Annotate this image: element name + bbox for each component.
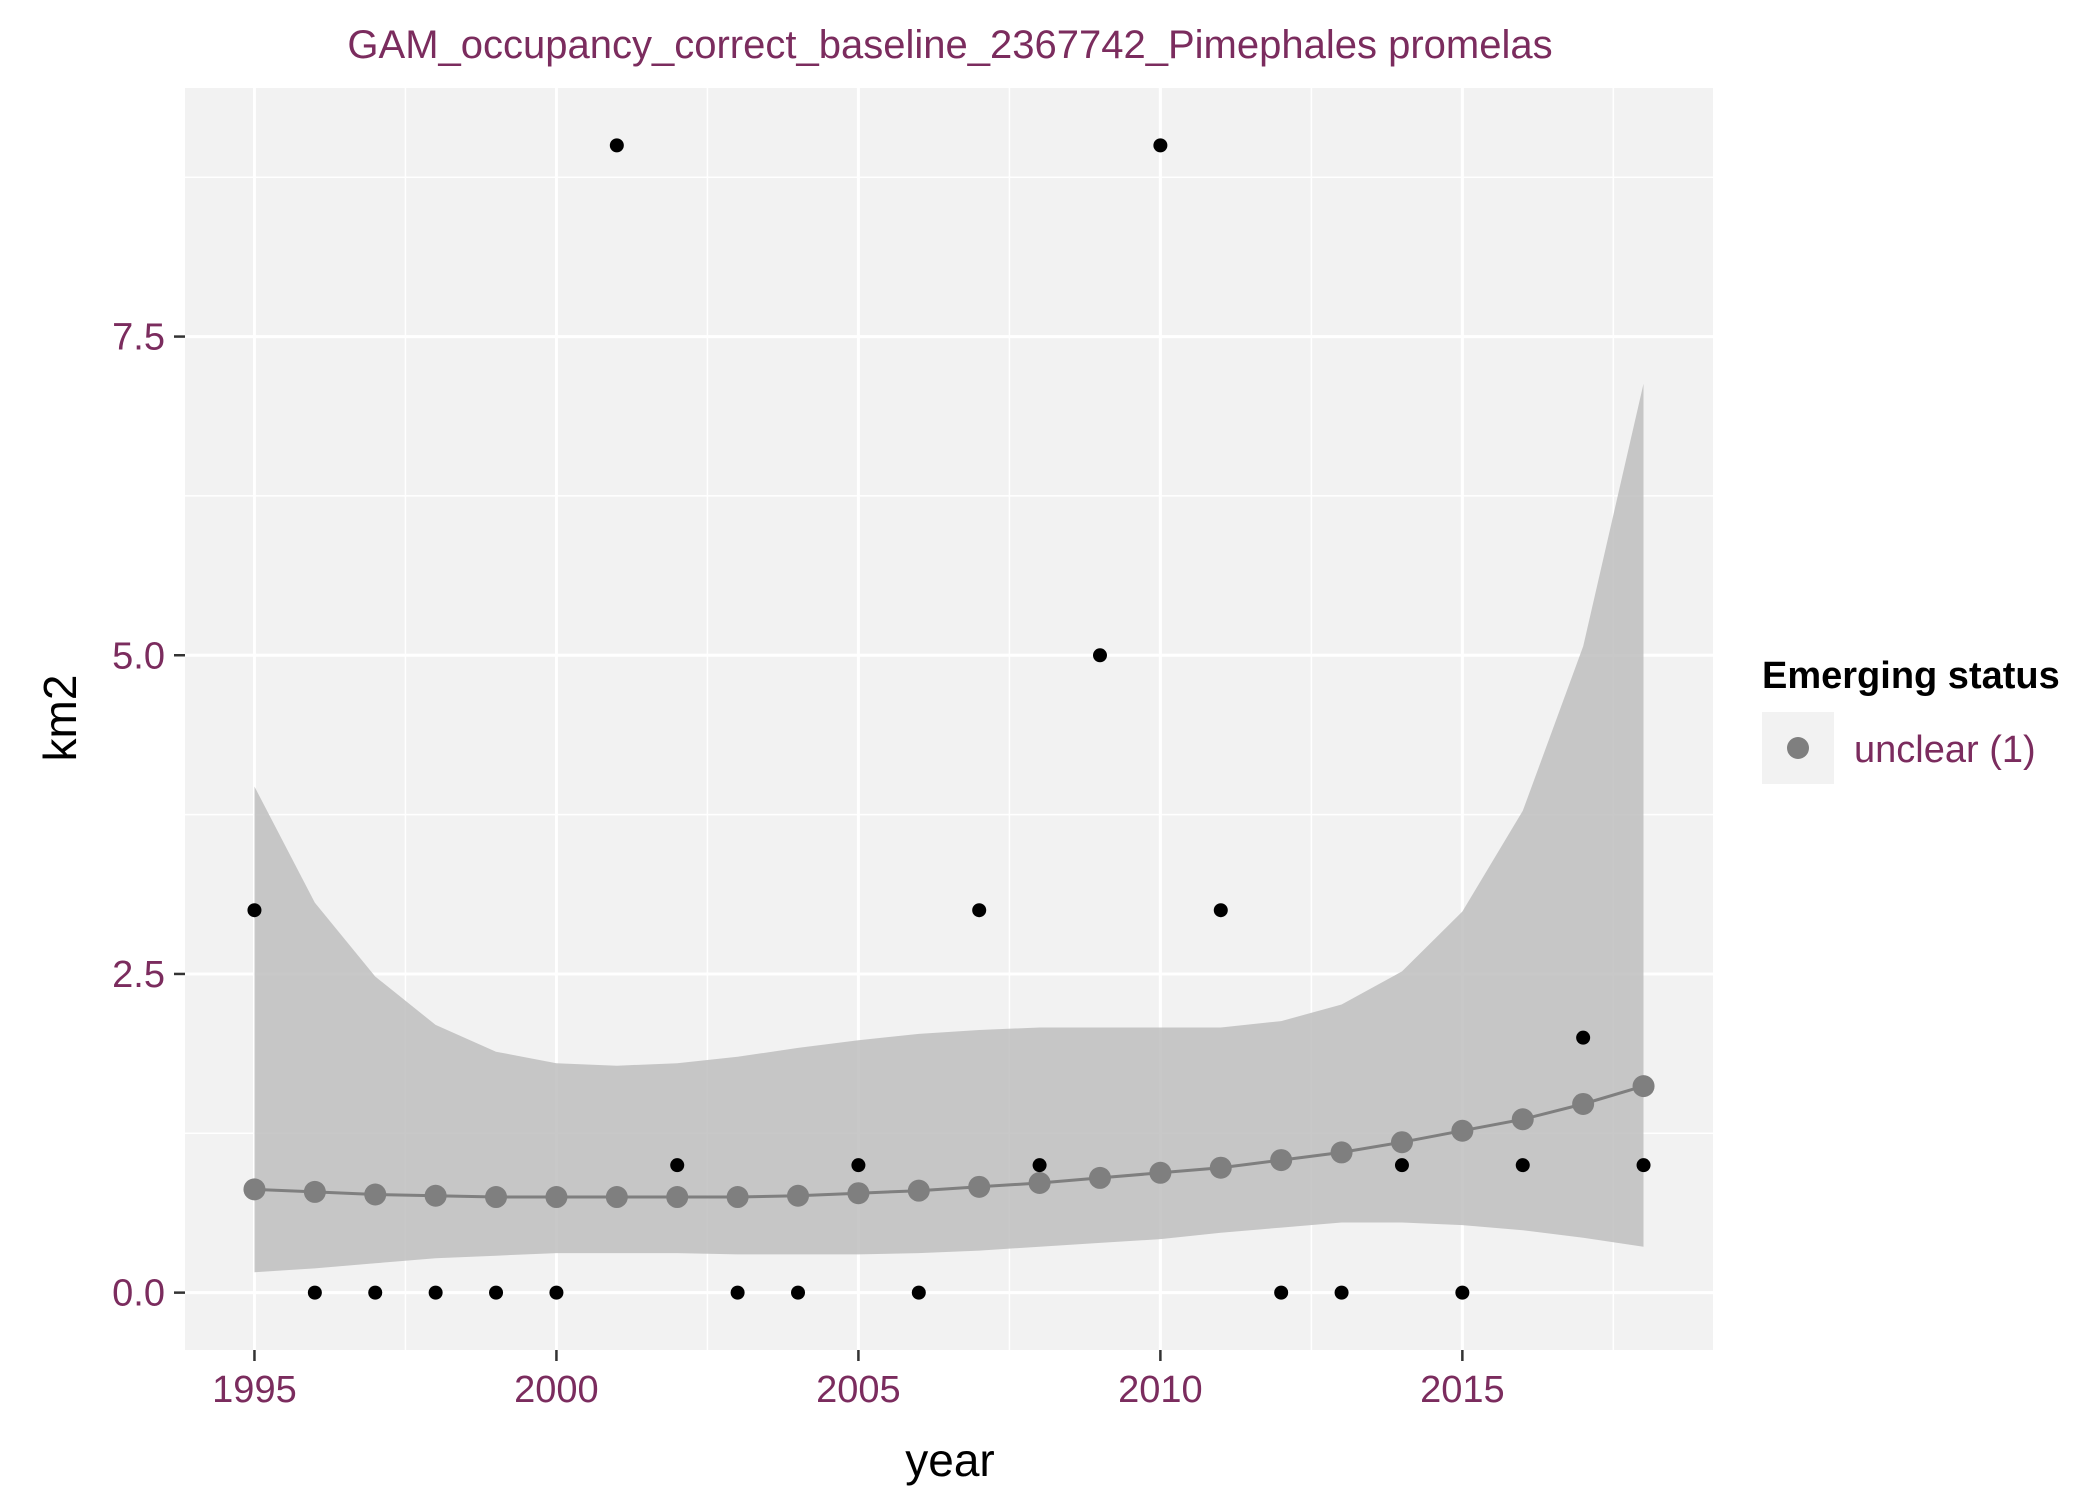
x-tick-label: 1995 [212,1369,297,1411]
observed-point [1636,1158,1651,1173]
fit-point [1511,1108,1534,1131]
observed-point [670,1158,685,1173]
fit-point [1028,1172,1051,1195]
fit-point [303,1180,326,1203]
fit-point [1390,1131,1413,1154]
legend-label-unclear: unclear (1) [1854,729,2036,771]
fit-point [1330,1141,1353,1164]
fit-point [243,1178,266,1201]
observed-point [911,1285,926,1300]
observed-point [247,903,262,918]
fit-point [907,1179,930,1202]
observed-point [489,1285,504,1300]
fit-points [243,1075,1655,1209]
fit-point [485,1186,508,1209]
fit-point [1149,1161,1172,1184]
x-tick-label: 2015 [1420,1369,1505,1411]
y-tick-label: 7.5 [112,317,165,359]
legend: Emerging status unclear (1) [1762,655,2060,784]
y-axis-title: km2 [34,675,86,762]
observed-points [247,138,1651,1300]
fit-point [1632,1075,1655,1098]
fit-point [787,1184,810,1207]
observed-point [1274,1285,1289,1300]
confidence-ribbon [254,383,1644,1273]
fit-point [726,1186,749,1209]
x-tick-label: 2005 [816,1369,901,1411]
fit-point [1088,1166,1111,1189]
observed-point [1032,1158,1047,1173]
observed-point [1334,1285,1349,1300]
fit-point [1572,1092,1595,1115]
fit-point [424,1184,447,1207]
observed-point [1092,648,1107,663]
y-tick-label: 5.0 [112,635,165,677]
observed-point [730,1285,745,1300]
x-tick-label: 2010 [1118,1369,1203,1411]
observed-point [972,903,987,918]
x-axis-title: year [905,1434,994,1486]
observed-point [1455,1285,1470,1300]
y-tick-label: 0.0 [112,1273,165,1315]
observed-point [791,1285,806,1300]
fit-point [847,1182,870,1205]
fit-point [666,1186,689,1209]
fit-point [545,1186,568,1209]
y-tick-label: 2.5 [112,954,165,996]
chart-title: GAM_occupancy_correct_baseline_2367742_P… [347,23,1552,67]
observed-point [368,1285,383,1300]
legend-title: Emerging status [1762,655,2060,697]
legend-key-point [1787,737,1809,759]
fit-point [968,1175,991,1198]
observed-point [609,138,624,153]
observed-point [851,1158,866,1173]
x-axis: 1995 2000 2005 2010 2015 [212,1350,1505,1411]
fit-point [605,1186,628,1209]
fit-point [1270,1149,1293,1172]
y-axis: 0.0 2.5 5.0 7.5 [112,317,185,1315]
fit-point [1451,1119,1474,1142]
fit-point [364,1183,387,1206]
fit-point [1209,1156,1232,1179]
observed-point [549,1285,564,1300]
x-tick-label: 2000 [514,1369,599,1411]
observed-point [1515,1158,1530,1173]
observed-point [1394,1158,1409,1173]
observed-point [1213,903,1228,918]
observed-point [307,1285,322,1300]
observed-point [1153,138,1168,153]
observed-point [1576,1030,1591,1045]
observed-point [428,1285,443,1300]
